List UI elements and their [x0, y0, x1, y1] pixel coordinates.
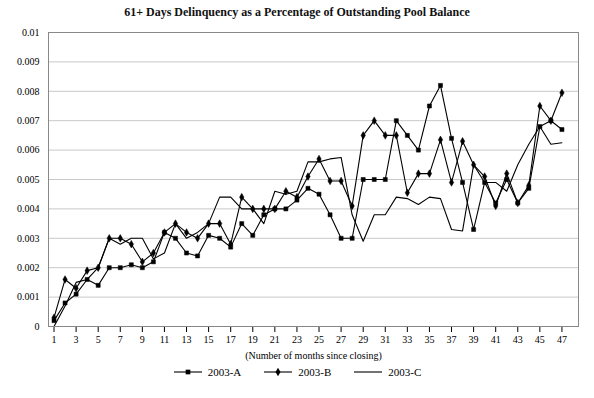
svg-text:47: 47 [557, 334, 567, 345]
svg-text:17: 17 [226, 334, 236, 345]
svg-text:27: 27 [336, 334, 346, 345]
svg-text:29: 29 [358, 334, 368, 345]
svg-text:0.008: 0.008 [17, 86, 40, 97]
html-text:2003-B: 2003-B [298, 366, 332, 378]
svg-text:0.003: 0.003 [17, 233, 40, 244]
svg-text:0.001: 0.001 [17, 291, 40, 302]
svg-text:0: 0 [35, 321, 40, 332]
svg-text:39: 39 [469, 334, 479, 345]
svg-text:15: 15 [204, 334, 214, 345]
svg-text:1: 1 [52, 334, 57, 345]
svg-text:7: 7 [118, 334, 123, 345]
svg-text:3: 3 [74, 334, 79, 345]
svg-text:21: 21 [270, 334, 280, 345]
svg-text:0.006: 0.006 [17, 144, 40, 155]
svg-text:0.007: 0.007 [17, 115, 40, 126]
svg-text:0.01: 0.01 [22, 27, 40, 38]
svg-text:45: 45 [535, 334, 545, 345]
svg-text:0.002: 0.002 [17, 262, 40, 273]
svg-text:35: 35 [424, 334, 434, 345]
svg-text:9: 9 [140, 334, 145, 345]
svg-text:37: 37 [447, 334, 457, 345]
svg-text:11: 11 [160, 334, 170, 345]
svg-text:0.004: 0.004 [17, 203, 40, 214]
svg-text:41: 41 [491, 334, 501, 345]
svg-text:33: 33 [402, 334, 412, 345]
svg-text:5: 5 [96, 334, 101, 345]
svg-text:25: 25 [314, 334, 324, 345]
svg-text:13: 13 [182, 334, 192, 345]
svg-text:(Number of months since closin: (Number of months since closing) [245, 350, 382, 362]
html-text:2003-A: 2003-A [207, 366, 242, 378]
svg-text:0.005: 0.005 [17, 174, 40, 185]
svg-text:23: 23 [292, 334, 302, 345]
svg-text:0.009: 0.009 [17, 56, 40, 67]
html-text:61+ Days Delinquency as a Perc: 61+ Days Delinquency as a Percentage of … [124, 5, 470, 19]
html-text:2003-C: 2003-C [388, 366, 422, 378]
svg-text:31: 31 [380, 334, 390, 345]
svg-text:19: 19 [248, 334, 258, 345]
svg-text:43: 43 [513, 334, 523, 345]
